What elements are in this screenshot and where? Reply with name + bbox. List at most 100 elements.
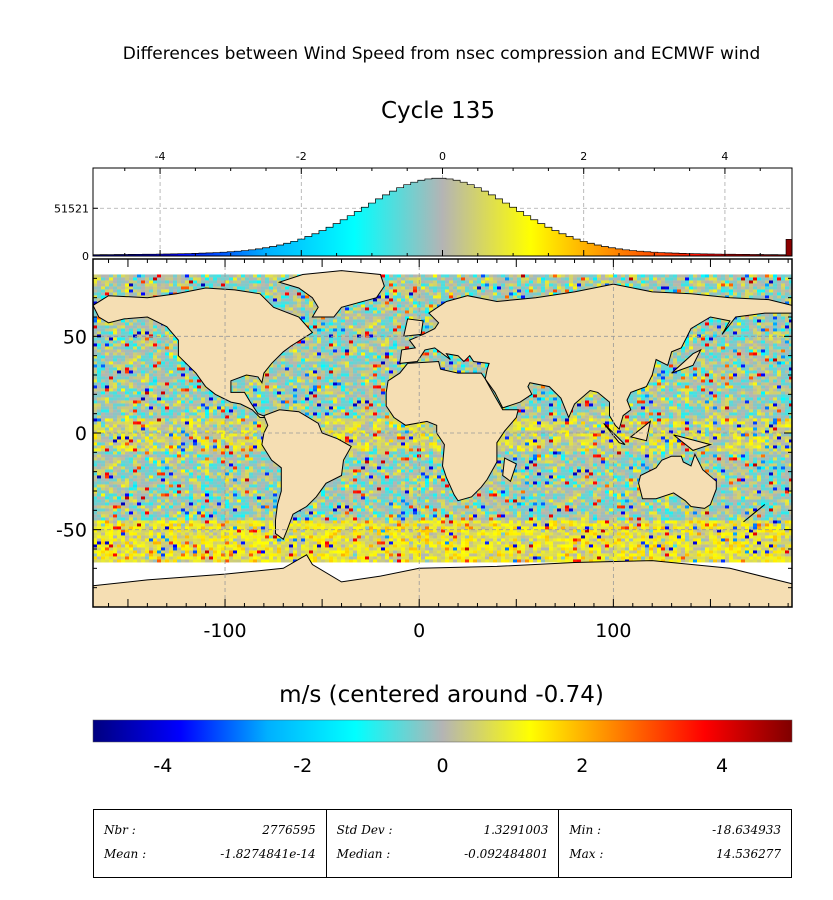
map-data-cell (429, 283, 433, 287)
map-data-cell (757, 355, 761, 359)
map-data-cell (749, 274, 753, 278)
map-data-cell (369, 319, 373, 323)
map-data-cell (677, 286, 681, 290)
map-data-cell (737, 292, 741, 296)
map-data-cell (173, 352, 177, 356)
map-data-cell (365, 307, 369, 311)
map-data-cell (729, 295, 733, 299)
map-data-cell (269, 286, 273, 290)
map-data-cell (289, 304, 293, 308)
map-data-cell (129, 277, 133, 281)
map-data-cell (137, 346, 141, 350)
map-data-cell (385, 340, 389, 344)
map-data-cell (725, 352, 729, 356)
map-data-cell (449, 283, 453, 287)
map-data-cell (317, 316, 321, 320)
map-data-cell (129, 286, 133, 290)
map-data-cell (461, 277, 465, 281)
map-data-cell (701, 355, 705, 359)
map-data-cell (673, 289, 677, 293)
map-data-cell (393, 310, 397, 314)
map-data-cell (145, 358, 149, 362)
map-data-cell (381, 304, 385, 308)
map-data-cell (713, 334, 717, 338)
map-data-cell (293, 289, 297, 293)
map-data-cell (785, 352, 789, 356)
map-data-cell (369, 349, 373, 353)
map-data-cell (697, 277, 701, 281)
map-data-cell (785, 295, 789, 299)
map-data-cell (777, 349, 781, 353)
map-data-cell (697, 343, 701, 347)
map-data-cell (773, 337, 777, 341)
map-data-cell (389, 295, 393, 299)
map-data-cell (465, 292, 469, 296)
map-data-cell (757, 337, 761, 341)
map-data-cell (193, 277, 197, 281)
map-data-cell (281, 307, 285, 311)
map-data-cell (433, 295, 437, 299)
map-data-cell (545, 286, 549, 290)
map-data-cell (485, 286, 489, 290)
map-data-cell (109, 286, 113, 290)
map-data-cell (681, 277, 685, 281)
map-data-cell (101, 295, 105, 299)
histogram-x-tick-label: -2 (296, 150, 307, 163)
map-data-cell (309, 310, 313, 314)
map-data-cell (137, 325, 141, 329)
map-data-cell (433, 304, 437, 308)
map-data-cell (445, 289, 449, 293)
map-data-cell (517, 295, 521, 299)
map-data-cell (273, 280, 277, 284)
map-data-cell (689, 343, 693, 347)
map-data-cell (377, 334, 381, 338)
map-data-cell (397, 316, 401, 320)
map-data-cell (417, 313, 421, 317)
map-data-cell (765, 349, 769, 353)
map-data-cell (433, 325, 437, 329)
map-data-cell (357, 328, 361, 332)
map-data-cell (725, 343, 729, 347)
map-data-cell (265, 298, 269, 302)
map-data-cell (93, 280, 97, 284)
map-data-cell (757, 352, 761, 356)
map-data-cell (737, 343, 741, 347)
map-data-cell (561, 289, 565, 293)
map-data-cell (141, 328, 145, 332)
map-data-cell (93, 289, 97, 293)
map-data-cell (269, 274, 273, 278)
map-data-cell (93, 286, 97, 290)
map-data-cell (365, 310, 369, 314)
map-data-cell (669, 280, 673, 284)
map-data-cell (741, 325, 745, 329)
map-data-cell (353, 304, 357, 308)
map-data-cell (445, 292, 449, 296)
map-data-cell (133, 292, 137, 296)
map-data-cell (785, 319, 789, 323)
map-data-cell (497, 286, 501, 290)
map-data-cell (213, 283, 217, 287)
map-data-cell (393, 349, 397, 353)
map-data-cell (629, 280, 633, 284)
map-data-cell (785, 283, 789, 287)
map-data-cell (377, 328, 381, 332)
map-data-cell (697, 274, 701, 278)
map-data-cell (149, 319, 153, 323)
map-data-cell (297, 304, 301, 308)
map-data-cell (525, 292, 529, 296)
map-data-cell (409, 292, 413, 296)
map-data-cell (313, 343, 317, 347)
map-data-cell (565, 286, 569, 290)
map-data-cell (293, 286, 297, 290)
map-data-cell (717, 355, 721, 359)
map-data-cell (101, 289, 105, 293)
map-data-cell (237, 280, 241, 284)
map-data-cell (481, 286, 485, 290)
map-data-cell (321, 322, 325, 326)
map-data-cell (161, 358, 165, 362)
map-data-cell (701, 280, 705, 284)
map-data-cell (157, 286, 161, 290)
map-data-cell (93, 346, 97, 350)
map-data-cell (101, 280, 105, 284)
map-data-cell (165, 331, 169, 335)
